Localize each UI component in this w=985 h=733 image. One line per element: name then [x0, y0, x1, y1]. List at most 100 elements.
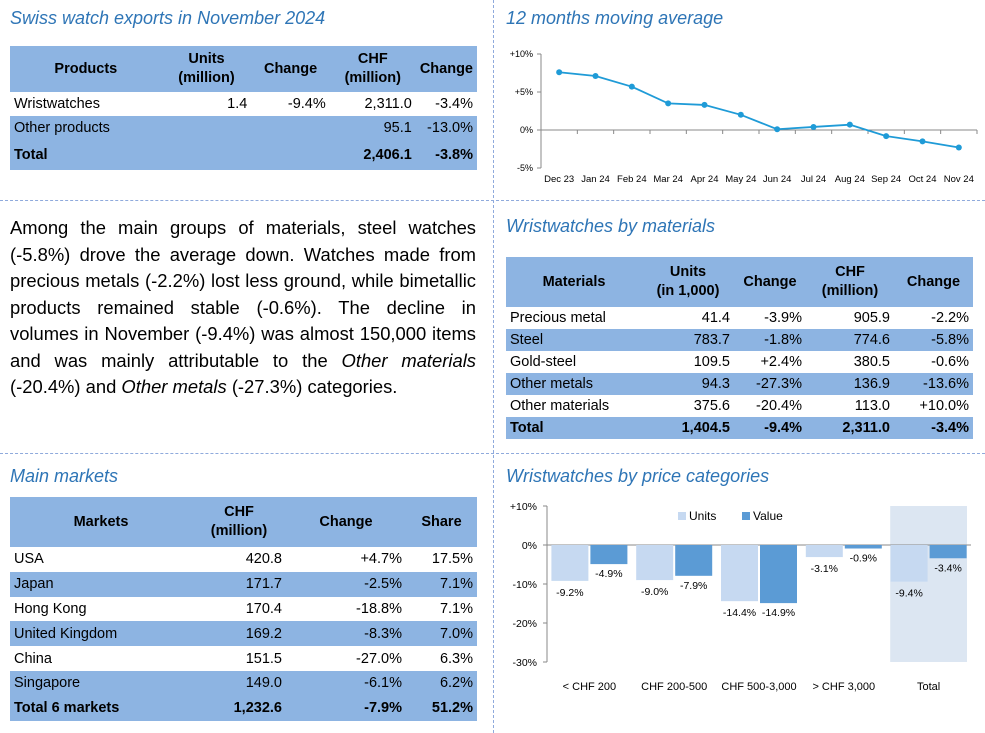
- materials-cell: -0.6%: [931, 354, 969, 370]
- materials-cell: 1,404.5: [642, 417, 734, 439]
- y-tick-label: -20%: [512, 618, 537, 630]
- materials-cell: +10.0%: [919, 398, 969, 414]
- bar-units: [551, 545, 589, 581]
- markets-header-1: CHF (million): [192, 497, 286, 547]
- series-line: [559, 71, 959, 149]
- data-point: [628, 83, 635, 90]
- x-category-label: CHF 500-3,000: [721, 681, 796, 693]
- data-label: -3.1%: [811, 563, 838, 575]
- materials-cell: Steel: [506, 329, 642, 351]
- bar-value: [760, 545, 797, 604]
- bar-units: [805, 545, 843, 558]
- materials-cell: -3.4%: [894, 417, 973, 439]
- x-tick-label: Jan 24: [581, 174, 610, 185]
- y-tick-label: 0%: [520, 125, 533, 135]
- x-category-label: < CHF 200: [563, 681, 617, 693]
- materials-cell: 905.9: [853, 310, 890, 326]
- data-point: [955, 144, 962, 151]
- markets-cell: 7.1%: [439, 600, 473, 617]
- divider-top: [0, 200, 985, 201]
- markets-cell: -7.9%: [286, 695, 406, 721]
- data-label: -9.2%: [556, 587, 583, 599]
- materials-cell: -27.3%: [734, 373, 806, 395]
- exports-header-0: Products: [10, 46, 162, 92]
- markets-cell: 6.2%: [406, 670, 477, 696]
- exports-cell: [161, 140, 252, 170]
- x-tick-label: Apr 24: [691, 174, 719, 185]
- exports-cell: 2,406.1: [329, 140, 416, 170]
- exports-header-3: CHF (million): [329, 46, 416, 92]
- data-point: [846, 121, 853, 128]
- exports-title: Swiss watch exports in November 2024: [10, 8, 326, 28]
- materials-cell: -13.6%: [894, 373, 973, 395]
- markets-cell: United Kingdom: [10, 621, 192, 647]
- commentary-text-3: (-27.3%) categories.: [226, 376, 398, 397]
- x-tick-label: Oct 24: [909, 174, 937, 185]
- y-tick-label: +10%: [510, 49, 533, 59]
- exports-cell: -13.0%: [415, 116, 477, 140]
- table-row: Other products 95.1 -13.0%: [10, 116, 477, 140]
- data-point: [810, 123, 817, 130]
- materials-cell: 109.5: [693, 354, 730, 370]
- markets-title: Main markets: [10, 466, 119, 486]
- x-tick-label: Feb 24: [617, 174, 647, 185]
- markets-cell: 170.4: [245, 600, 282, 617]
- materials-cell: -9.4%: [734, 417, 806, 439]
- x-tick-label: May 24: [725, 174, 756, 185]
- materials-cell: 136.9: [806, 373, 894, 395]
- x-category-label: > CHF 3,000: [812, 681, 875, 693]
- table-row: Total 2,406.1 -3.8%: [10, 140, 477, 170]
- table-row: Gold-steel 109.5 +2.4% 380.5 -0.6%: [506, 351, 973, 373]
- markets-cell: 7.0%: [406, 621, 477, 647]
- exports-header-2: Change: [251, 46, 330, 92]
- materials-cell: Other materials: [510, 398, 610, 414]
- markets-cell: 51.2%: [406, 695, 477, 721]
- table-row: Singapore 149.0 -6.1% 6.2%: [10, 670, 477, 696]
- markets-cell: 7.1%: [406, 571, 477, 597]
- exports-cell: -3.8%: [415, 140, 477, 170]
- exports-cell: Other products: [10, 116, 162, 140]
- markets-cell: 151.5: [245, 650, 282, 667]
- data-label: -7.9%: [680, 580, 707, 592]
- materials-cell: 380.5: [853, 354, 890, 370]
- divider-middle: [0, 453, 985, 454]
- markets-cell: 171.7: [192, 571, 286, 597]
- bar-value: [675, 545, 713, 576]
- markets-header-2: Change: [286, 497, 406, 547]
- exports-header-4: Change: [415, 46, 477, 92]
- materials-cell: 113.0: [854, 398, 890, 414]
- markets-cell: Japan: [10, 571, 192, 597]
- data-point: [774, 126, 781, 133]
- markets-cell: Total 6 markets: [10, 695, 192, 721]
- data-point: [919, 138, 926, 145]
- data-label: -14.9%: [762, 607, 795, 619]
- materials-table: Materials Units (in 1,000) Change CHF (mill…: [506, 257, 973, 439]
- materials-cell: -5.8%: [894, 329, 973, 351]
- markets-header-0: Markets: [10, 497, 192, 547]
- commentary-paragraph: Among the main groups of materials, stee…: [10, 215, 476, 401]
- exports-cell: [161, 116, 252, 140]
- markets-cell: -8.3%: [286, 621, 406, 647]
- materials-header-3: CHF (million): [806, 257, 894, 307]
- table-row: United Kingdom 169.2 -8.3% 7.0%: [10, 621, 477, 647]
- materials-cell: 2,311.0: [806, 417, 894, 439]
- y-tick-label: -5%: [517, 163, 533, 173]
- markets-cell: 169.2: [192, 621, 286, 647]
- data-label: -14.4%: [723, 607, 756, 619]
- data-label: -0.9%: [850, 553, 877, 565]
- materials-header-0: Materials: [506, 257, 642, 307]
- table-row: Japan 171.7 -2.5% 7.1%: [10, 571, 477, 597]
- exports-table: Products Units (million) Change CHF (millio…: [10, 46, 477, 170]
- data-label: -9.0%: [641, 586, 668, 598]
- data-point: [556, 69, 563, 76]
- price-categories-chart: +10% 0% -10% -20% -30% < CHF 200 -9.2% -4.9% CHF…: [510, 501, 971, 693]
- x-tick-label: Nov 24: [944, 174, 974, 185]
- materials-cell: -1.8%: [734, 329, 806, 351]
- bar-units: [721, 545, 758, 602]
- exports-header-1: Units (million): [161, 46, 252, 92]
- exports-cell: [251, 116, 330, 140]
- bar-value: [590, 545, 628, 565]
- table-row: Other metals 94.3 -27.3% 136.9 -13.6%: [506, 373, 973, 395]
- materials-cell: Gold-steel: [510, 354, 577, 370]
- bar-value: [929, 545, 967, 559]
